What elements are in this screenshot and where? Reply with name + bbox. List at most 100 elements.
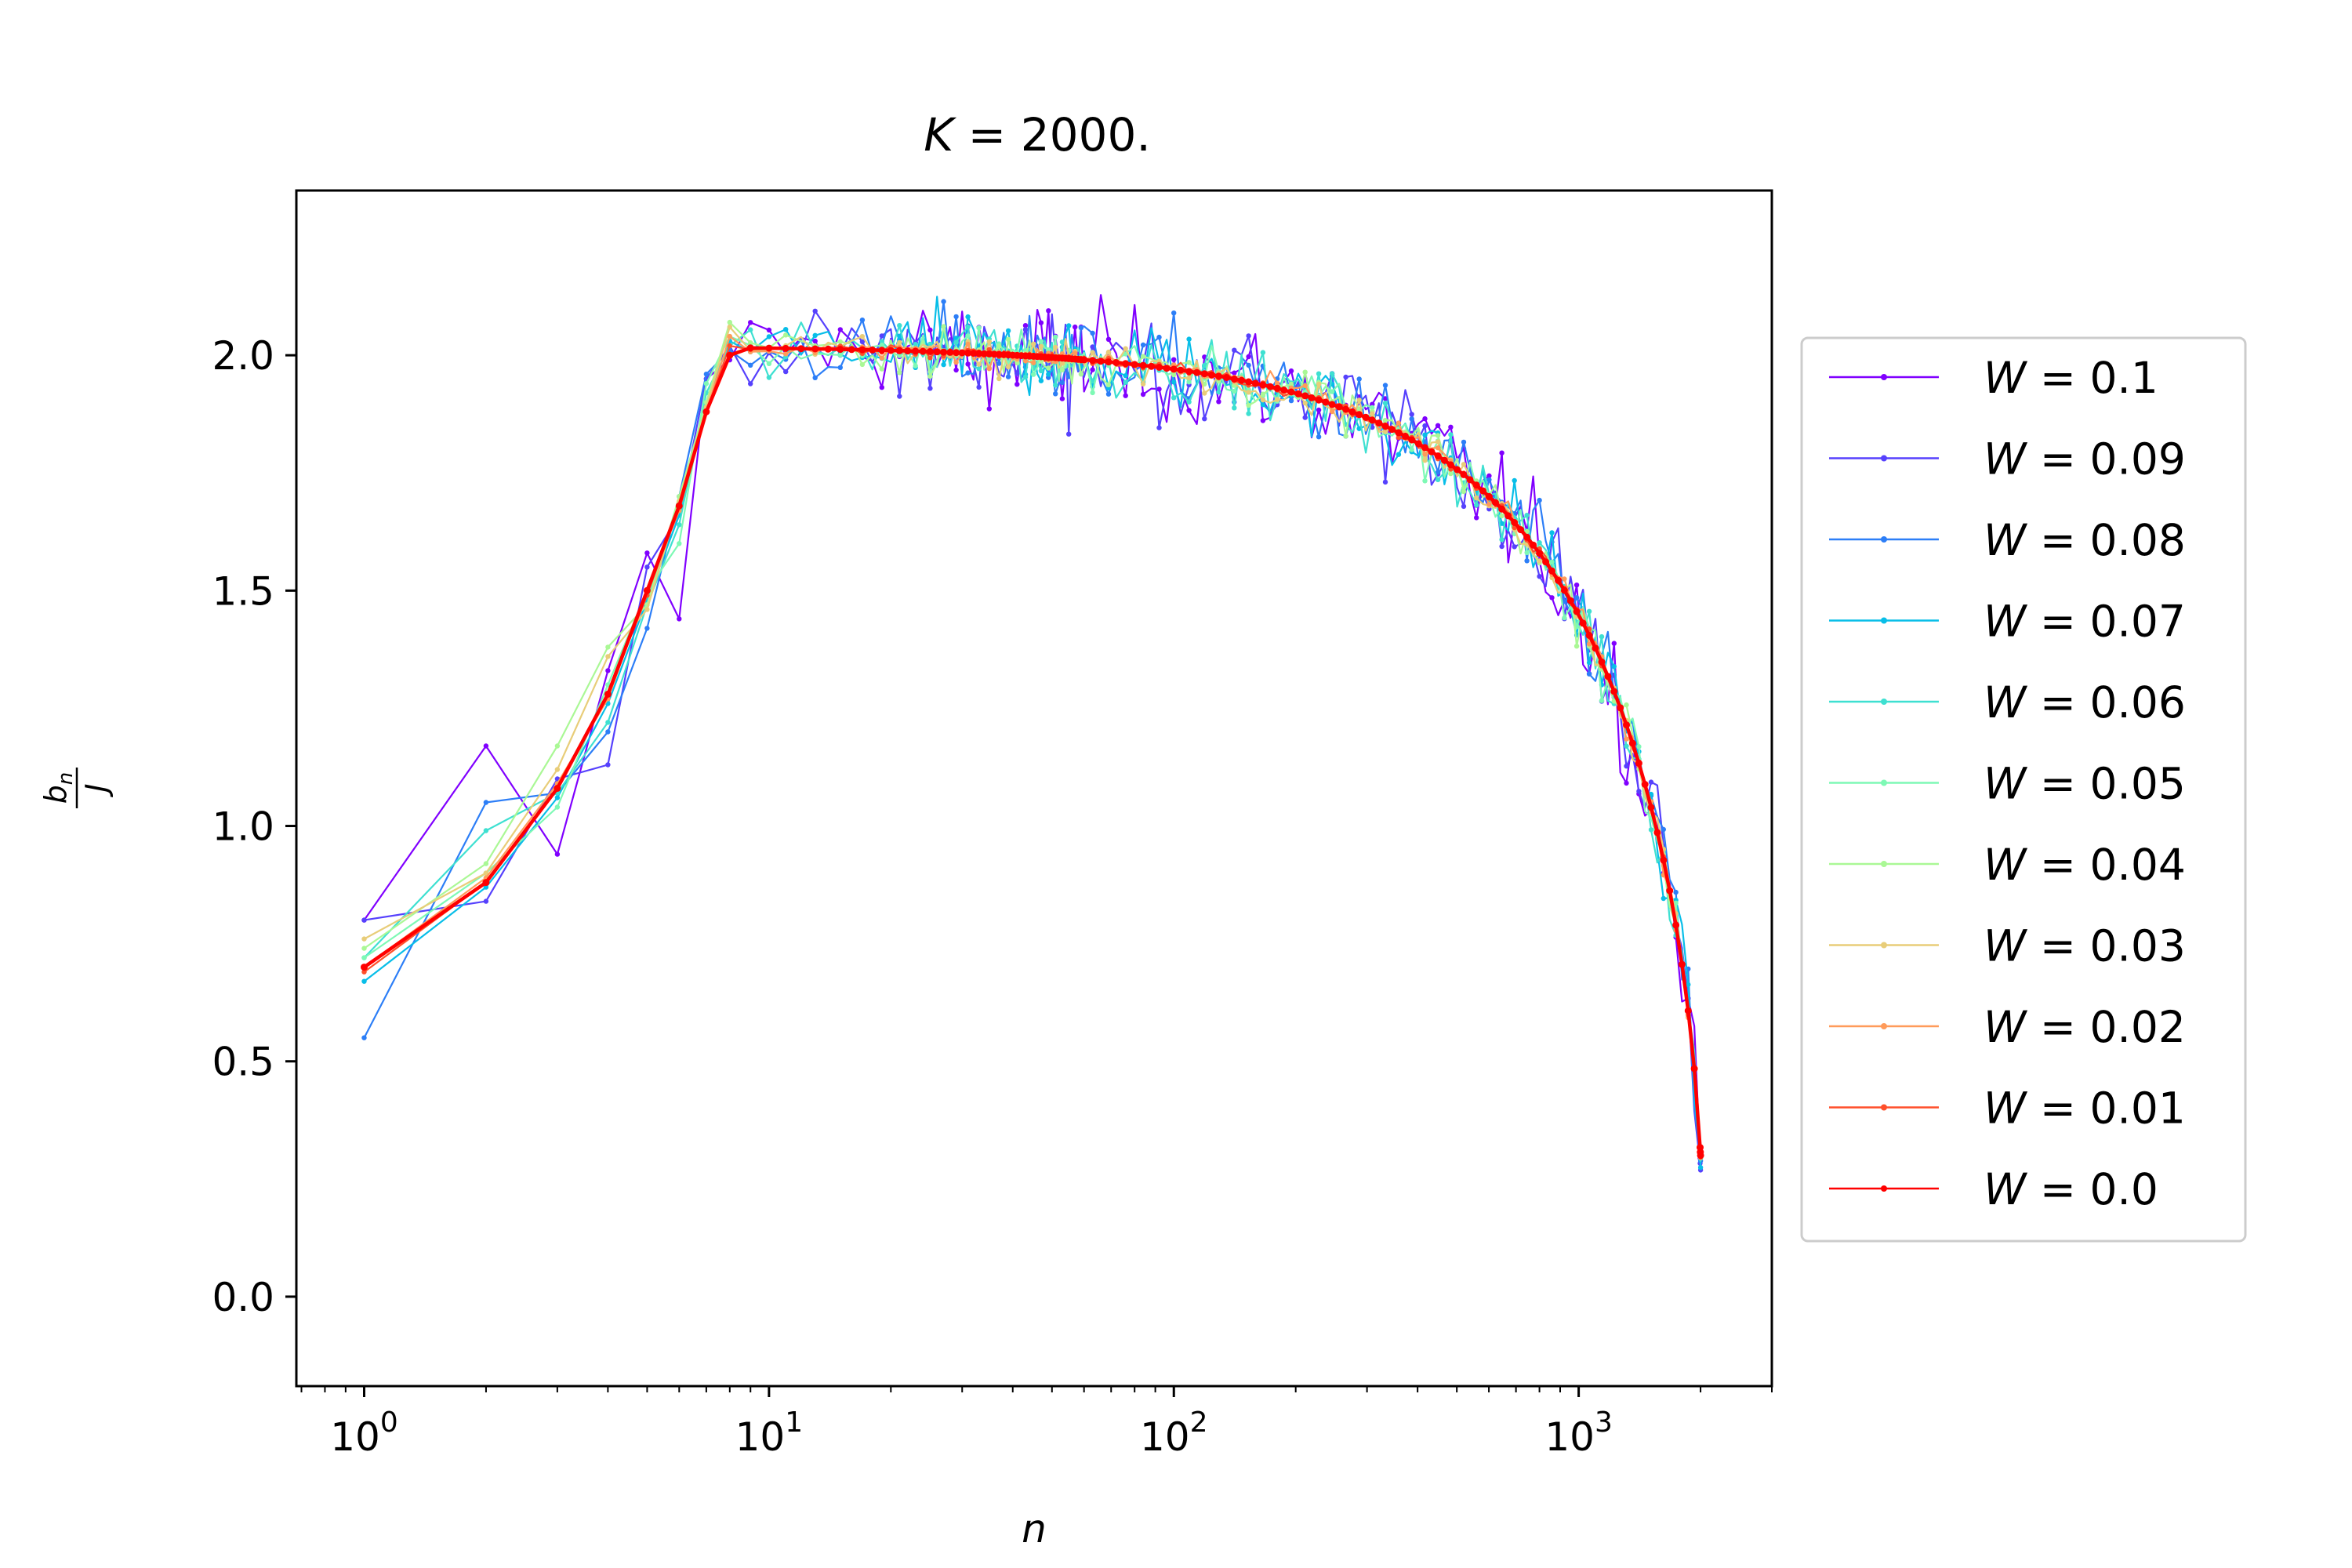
data-point [1474, 495, 1479, 501]
data-point [1122, 360, 1130, 368]
data-point [766, 375, 772, 380]
data-point [965, 314, 971, 320]
data-point [1537, 558, 1542, 564]
data-point [1435, 445, 1441, 451]
data-point [980, 350, 988, 358]
data-point [1302, 369, 1308, 375]
data-point [554, 743, 561, 749]
data-point [1260, 391, 1266, 397]
data-point [869, 346, 877, 354]
data-point [976, 366, 982, 372]
data-point [1302, 415, 1308, 420]
data-point [483, 861, 489, 866]
data-point [1524, 528, 1530, 535]
data-point [1343, 374, 1348, 380]
data-point [1123, 393, 1128, 398]
data-point [765, 344, 773, 352]
data-point [986, 366, 993, 372]
data-point [1672, 921, 1680, 929]
data-point [1156, 425, 1162, 430]
data-point [1005, 364, 1011, 370]
data-point [1660, 856, 1668, 864]
data-point [1396, 452, 1402, 457]
data-point [897, 333, 902, 339]
data-point [1202, 390, 1207, 396]
data-point [1635, 760, 1642, 768]
data-point [1089, 357, 1097, 365]
data-point [1512, 544, 1517, 550]
data-point [1005, 328, 1011, 334]
data-point [1073, 350, 1078, 356]
data-point [848, 346, 855, 354]
y-tick-label: 1.0 [212, 804, 274, 850]
data-point [1090, 378, 1095, 384]
data-point [554, 795, 561, 800]
data-point [1409, 447, 1414, 452]
data-point [1246, 390, 1251, 395]
data-point [1329, 408, 1335, 415]
data-point [996, 376, 1002, 382]
data-point [1690, 1065, 1698, 1073]
data-point [483, 884, 489, 890]
data-point [1422, 458, 1428, 463]
data-point [1156, 334, 1162, 340]
data-point [1474, 502, 1479, 508]
data-point [748, 381, 753, 387]
data-point [897, 339, 902, 346]
data-point [361, 1035, 367, 1040]
x-tick-label: 103 [1544, 1406, 1613, 1460]
data-point [1148, 362, 1156, 370]
data-point [1586, 671, 1592, 677]
data-point [782, 344, 789, 352]
data-point [1105, 358, 1112, 366]
data-point [727, 343, 732, 349]
data-point [1280, 387, 1288, 394]
data-point [1549, 559, 1555, 564]
data-point [1422, 416, 1428, 422]
data-point [361, 978, 367, 984]
data-point [703, 372, 710, 377]
data-point [1177, 366, 1185, 374]
data-point [1288, 381, 1294, 387]
data-point [1395, 429, 1403, 437]
data-point [1446, 461, 1454, 469]
data-point [965, 333, 971, 339]
data-point [1422, 423, 1428, 429]
data-point [953, 367, 959, 373]
data-point [970, 350, 978, 358]
data-point [1461, 439, 1467, 445]
data-point [1131, 361, 1138, 368]
data-point [1599, 633, 1605, 640]
data-point [797, 345, 805, 353]
data-point [1156, 364, 1163, 371]
data-point [1673, 889, 1679, 895]
data-point [1059, 367, 1065, 372]
data-point [746, 344, 754, 352]
data-point [1396, 434, 1402, 441]
data-point [1548, 567, 1555, 575]
data-point [1251, 379, 1259, 387]
data-point [605, 654, 611, 659]
data-point [887, 347, 895, 354]
data-point [1038, 320, 1044, 325]
data-point [1316, 381, 1322, 387]
data-point [1171, 379, 1177, 385]
data-point [1078, 325, 1084, 331]
data-point [483, 743, 489, 749]
data-point [748, 320, 753, 325]
data-point [1186, 375, 1192, 381]
data-point [1435, 433, 1441, 438]
data-point [933, 348, 941, 356]
data-point [1316, 407, 1322, 413]
data-point [1171, 372, 1177, 378]
data-point [1479, 487, 1486, 495]
legend-label: W = 0.1 [1984, 353, 2158, 403]
data-point [1409, 412, 1414, 417]
data-point [965, 341, 971, 347]
data-point [1624, 702, 1629, 708]
data-point [1059, 339, 1065, 345]
data-point [1388, 426, 1396, 434]
data-point [878, 347, 886, 354]
data-point [1186, 399, 1192, 405]
